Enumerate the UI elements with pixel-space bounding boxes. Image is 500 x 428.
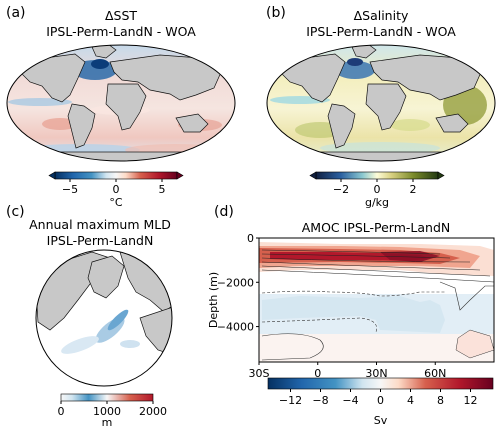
colorbar-a-tick: 0 <box>113 183 120 196</box>
colorbar-c-tick: 2000 <box>139 405 167 418</box>
panel-a-title-line1: ΔSST <box>105 8 137 23</box>
panel-a-title-line2: IPSL-Perm-LandN - WOA <box>46 24 196 39</box>
sst-map <box>6 44 236 162</box>
amoc-y-ticks: 0 −2000 −4000 <box>217 232 259 334</box>
panel-d: (d) AMOC IPSL-Perm-LandN <box>207 204 495 427</box>
mld-map <box>35 249 173 387</box>
panel-a-label: (a) <box>6 5 26 21</box>
amoc-y-tick-label: 0 <box>247 232 254 245</box>
amoc-x-tick-label: 60N <box>424 367 446 380</box>
colorbar-c-unit: m <box>102 416 113 428</box>
colorbar-d-tick-label: 8 <box>437 394 444 407</box>
colorbar-c-tick: 0 <box>58 405 65 418</box>
panel-b-title-line2: IPSL-Perm-LandN - WOA <box>306 24 456 39</box>
colorbar-c: 0 1000 2000 m <box>58 393 167 428</box>
panel-a: (a) ΔSST IPSL-Perm-LandN - WOA <box>6 5 236 209</box>
colorbar-a: −5 0 5 °C <box>48 171 184 209</box>
amoc-y-tick-label: −2000 <box>217 276 254 289</box>
colorbar-d-ticks: −12 −8 −4 0 4 8 12 <box>279 389 478 407</box>
panel-c-label: (c) <box>6 204 25 220</box>
colorbar-d-unit: Sv <box>374 414 388 427</box>
colorbar-b-tick: 2 <box>410 183 417 196</box>
colorbar-d-tick-label: 4 <box>407 394 414 407</box>
panel-b: (b) ΔSalinity IPSL-Perm-LandN - WOA <box>266 5 496 209</box>
colorbar-b-tick: −2 <box>333 183 349 196</box>
colorbar-b: −2 0 2 g/kg <box>309 171 445 209</box>
colorbar-d: −12 −8 −4 0 4 8 12 Sv <box>267 377 494 427</box>
colorbar-b-unit: g/kg <box>365 196 389 209</box>
colorbar-d-tick-label: 12 <box>464 394 478 407</box>
colorbar-a-tick: −5 <box>62 183 78 196</box>
amoc-axes: 0 −2000 −4000 30S 0 30N 60N Depth (m) <box>207 232 446 380</box>
amoc-x-tick-label: 30S <box>249 367 270 380</box>
panel-c-title-line2: IPSL-Perm-LandN <box>47 233 154 248</box>
panel-d-label: (d) <box>214 204 234 220</box>
colorbar-d-tick-label: −4 <box>342 394 358 407</box>
colorbar-c-tick: 1000 <box>93 405 121 418</box>
amoc-x-tick-label: 30N <box>365 367 387 380</box>
panel-b-title-line1: ΔSalinity <box>354 8 409 23</box>
colorbar-a-tick: 5 <box>159 183 166 196</box>
colorbar-b-tick: 0 <box>374 183 381 196</box>
colorbar-a-unit: °C <box>109 196 123 209</box>
amoc-y-axis-label: Depth (m) <box>207 272 220 328</box>
amoc-x-ticks: 30S 0 30N 60N <box>249 362 446 380</box>
panel-c: (c) Annual maximum MLD IPSL-Perm-LandN 0 <box>6 204 173 428</box>
panel-b-label: (b) <box>266 5 286 21</box>
panel-c-title-line1: Annual maximum MLD <box>29 217 171 232</box>
salinity-map <box>266 44 496 162</box>
colorbar-d-tick-label: −8 <box>312 394 328 407</box>
colorbar-d-tick-label: −12 <box>279 394 302 407</box>
colorbar-d-tick-label: 0 <box>377 394 384 407</box>
amoc-x-tick-label: 0 <box>314 367 321 380</box>
panel-d-title: AMOC IPSL-Perm-LandN <box>302 220 451 235</box>
amoc-section <box>258 237 495 363</box>
amoc-y-tick-label: −4000 <box>217 321 254 334</box>
